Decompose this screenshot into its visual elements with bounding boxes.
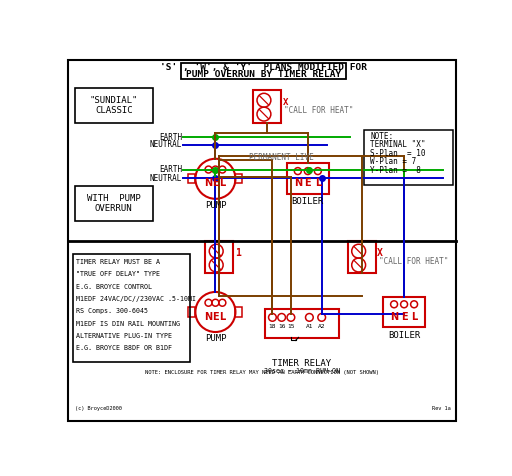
Text: E: E: [305, 178, 311, 188]
Bar: [287, 163, 329, 194]
Text: A2: A2: [318, 324, 326, 329]
Bar: [236, 174, 242, 183]
Text: NEUTRAL: NEUTRAL: [150, 174, 182, 182]
Text: M1EDF 24VAC/DC//230VAC .5-10MI: M1EDF 24VAC/DC//230VAC .5-10MI: [76, 296, 196, 302]
Text: N: N: [390, 312, 398, 322]
Text: E.G. BROYCE B8DF OR B1DF: E.G. BROYCE B8DF OR B1DF: [76, 345, 172, 351]
Bar: [75, 186, 153, 221]
Bar: [188, 307, 196, 317]
Text: NEUTRAL: NEUTRAL: [150, 140, 182, 149]
Text: "TRUE OFF DELAY" TYPE: "TRUE OFF DELAY" TYPE: [76, 271, 160, 277]
Text: OVERRUN: OVERRUN: [95, 204, 133, 213]
Text: A1: A1: [306, 324, 313, 329]
Text: N: N: [294, 178, 302, 188]
Bar: [364, 129, 453, 185]
Text: L: L: [315, 178, 321, 188]
Text: PUMP OVERRUN BY TIMER RELAY: PUMP OVERRUN BY TIMER RELAY: [185, 70, 341, 79]
Text: PUMP: PUMP: [205, 201, 226, 210]
Text: ALTERNATIVE PLUG-IN TYPE: ALTERNATIVE PLUG-IN TYPE: [76, 333, 172, 339]
Text: W-Plan = 7: W-Plan = 7: [370, 158, 416, 166]
Text: 30sec ~ 10mn RUN-ON: 30sec ~ 10mn RUN-ON: [264, 368, 339, 374]
Text: N: N: [204, 178, 212, 188]
Text: 1: 1: [234, 248, 241, 258]
Bar: [265, 309, 338, 338]
Text: X: X: [283, 98, 288, 107]
Text: S-Plan  = 10: S-Plan = 10: [370, 149, 425, 158]
Text: "CALL FOR HEAT": "CALL FOR HEAT": [284, 106, 353, 115]
Text: CLASSIC: CLASSIC: [95, 106, 133, 115]
Text: Y-Plan =  8: Y-Plan = 8: [370, 166, 421, 175]
Text: L: L: [411, 312, 417, 322]
Text: "SUNDIAL": "SUNDIAL": [90, 96, 138, 105]
Text: 15: 15: [287, 324, 294, 329]
Text: L: L: [219, 312, 225, 322]
Text: WITH  PUMP: WITH PUMP: [87, 194, 141, 203]
Bar: [188, 174, 196, 183]
Text: 'S' , 'W', & 'Y'  PLANS MODIFIED FOR: 'S' , 'W', & 'Y' PLANS MODIFIED FOR: [160, 63, 367, 71]
Text: EARTH: EARTH: [159, 165, 182, 174]
Text: TERMINAL "X": TERMINAL "X": [370, 140, 425, 149]
Text: E: E: [212, 312, 219, 322]
Bar: [181, 62, 346, 79]
Bar: [205, 241, 233, 274]
Text: PERMANENT LIVE: PERMANENT LIVE: [248, 153, 313, 162]
Text: BOILER: BOILER: [388, 331, 420, 339]
Text: E: E: [212, 178, 219, 188]
Text: E.G. BROYCE CONTROL: E.G. BROYCE CONTROL: [76, 284, 152, 289]
Text: NOTE: ENCLOSURE FOR TIMER RELAY MAY NEED AN EARTH CONNECTION (NOT SHOWN): NOTE: ENCLOSURE FOR TIMER RELAY MAY NEED…: [145, 370, 379, 375]
Text: "CALL FOR HEAT": "CALL FOR HEAT": [379, 257, 448, 266]
Bar: [383, 297, 425, 327]
Bar: [73, 254, 190, 362]
Bar: [75, 88, 153, 123]
Bar: [253, 90, 281, 123]
Bar: [236, 307, 242, 317]
Text: (c) BroyceD2000: (c) BroyceD2000: [75, 406, 121, 411]
Bar: [348, 241, 376, 274]
Text: X: X: [377, 248, 383, 258]
Text: M1EDF IS DIN RAIL MOUNTING: M1EDF IS DIN RAIL MOUNTING: [76, 320, 180, 327]
Text: NOTE:: NOTE:: [370, 132, 393, 141]
Text: TIMER RELAY MUST BE A: TIMER RELAY MUST BE A: [76, 259, 160, 265]
Text: N: N: [204, 312, 212, 322]
Text: EARTH: EARTH: [159, 133, 182, 142]
Text: 16: 16: [278, 324, 285, 329]
Text: BOILER: BOILER: [292, 198, 324, 207]
Text: 18: 18: [269, 324, 276, 329]
Text: E: E: [401, 312, 408, 322]
Text: PUMP: PUMP: [205, 335, 226, 344]
Text: Rev 1a: Rev 1a: [432, 406, 450, 411]
Text: RS Comps. 300-6045: RS Comps. 300-6045: [76, 308, 148, 314]
Text: L: L: [219, 178, 225, 188]
Text: TIMER RELAY: TIMER RELAY: [272, 359, 331, 368]
